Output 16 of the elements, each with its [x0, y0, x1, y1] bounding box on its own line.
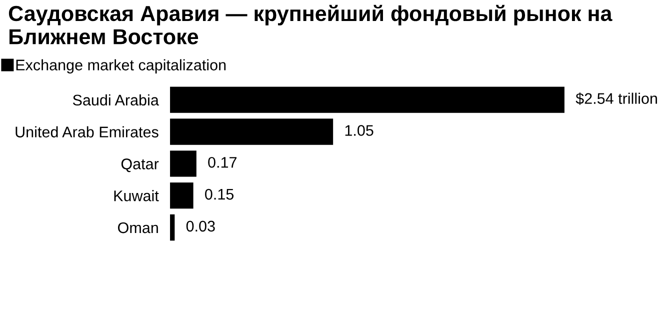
bar — [170, 182, 194, 209]
data-label: 0.15 — [205, 188, 234, 200]
legend-label: Exchange market capitalization — [16, 59, 226, 74]
data-label: $2.54 trillion — [576, 92, 657, 105]
y-tick-label: Oman — [118, 222, 158, 234]
bar — [170, 118, 334, 145]
data-label: 1.05 — [345, 125, 374, 136]
data-label: 0.03 — [186, 220, 215, 232]
bar — [170, 150, 196, 177]
bar — [170, 86, 564, 113]
y-tick-label: Saudi Arabia — [72, 94, 159, 106]
y-tick-label: United Arab Emirates — [16, 126, 158, 138]
data-label: 0.17 — [208, 156, 236, 168]
y-tick-label: Kuwait — [114, 190, 159, 202]
y-tick-label: Qatar — [121, 158, 159, 172]
chart-title: Саудовская Аравия — крупнейший фондовый рынок на Ближнем Востоке — [8, 4, 612, 44]
